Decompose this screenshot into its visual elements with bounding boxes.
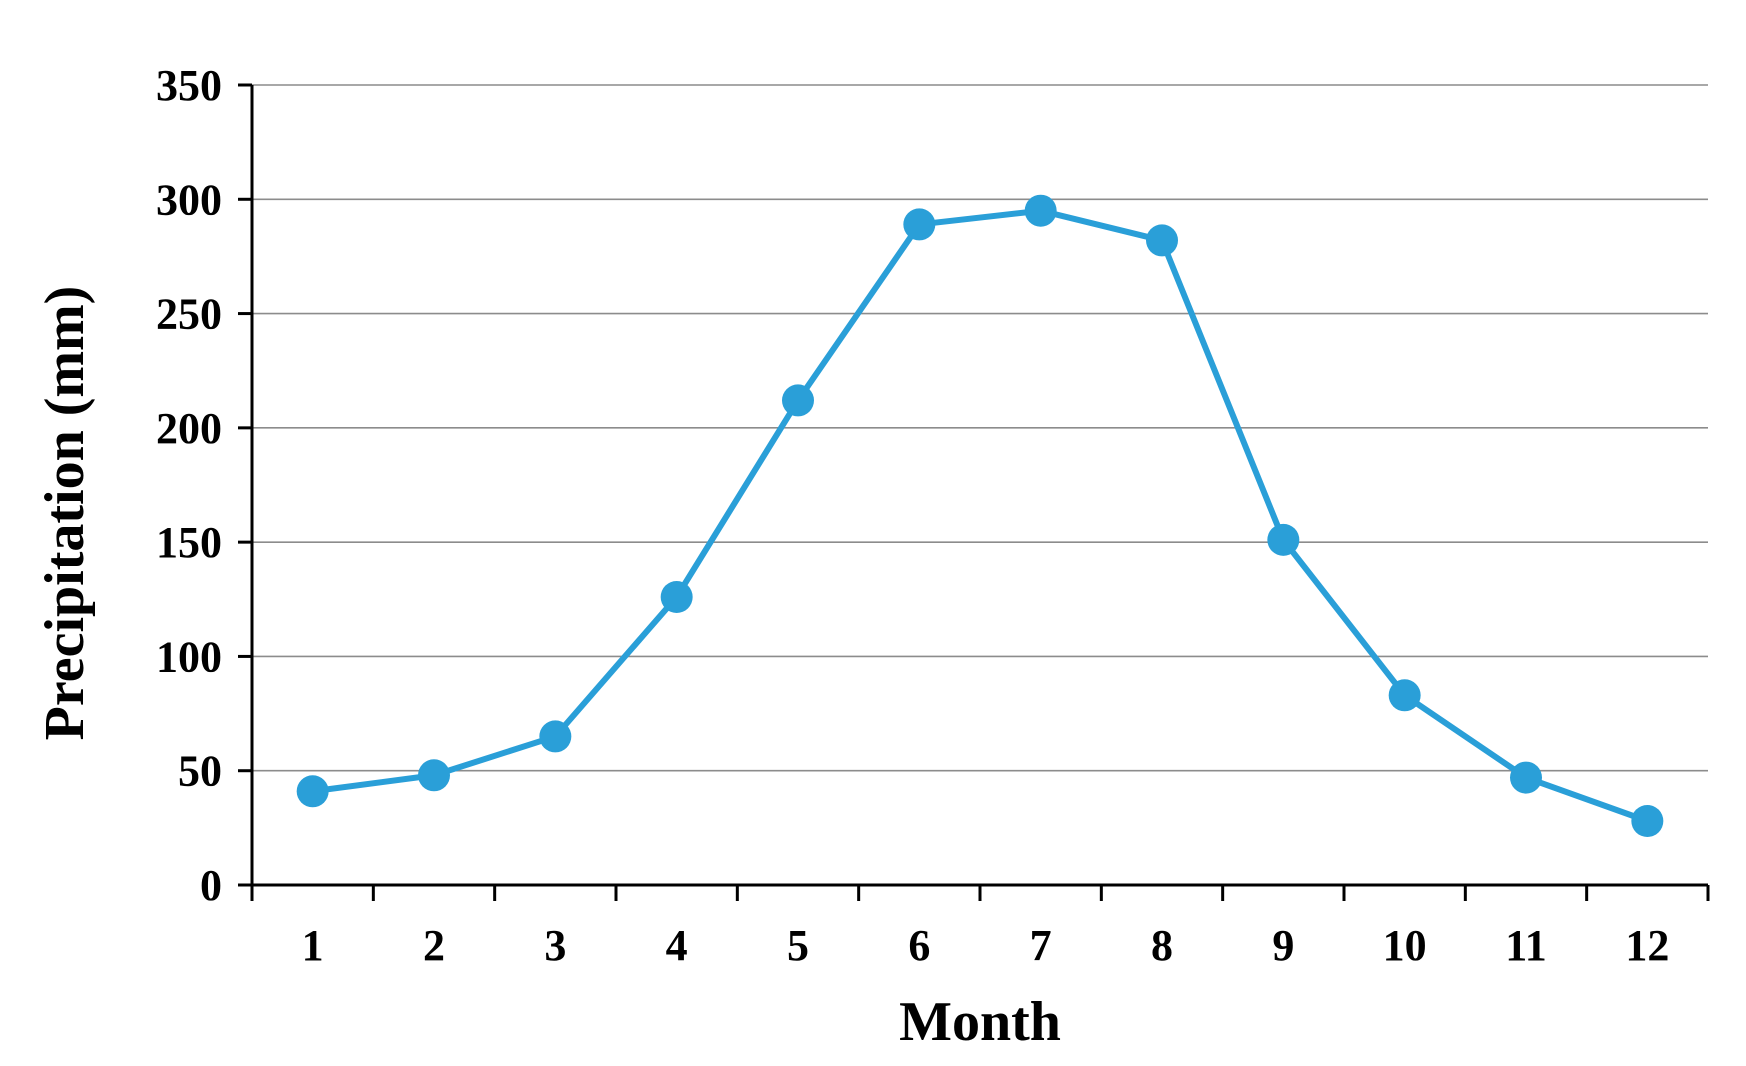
y-tick-label: 200 <box>156 404 222 453</box>
y-tick-label: 350 <box>156 61 222 110</box>
y-tick-label: 50 <box>178 747 222 796</box>
x-tick-label: 8 <box>1151 921 1173 970</box>
y-tick-label: 150 <box>156 518 222 567</box>
x-tick-label: 10 <box>1383 921 1427 970</box>
y-tick-label: 300 <box>156 175 222 224</box>
y-axis-title: Precipitation (mm) <box>34 286 96 741</box>
data-point <box>1146 224 1178 257</box>
x-axis-title: Month <box>899 991 1061 1053</box>
y-tick-label: 100 <box>156 632 222 681</box>
data-point <box>660 581 693 613</box>
y-tick-label: 250 <box>156 290 222 339</box>
y-axis-ticks: 0 50 100 150 200 250 300 350 <box>156 61 252 910</box>
data-point <box>296 775 329 808</box>
x-tick-label: 12 <box>1625 921 1669 970</box>
x-tick-label: 4 <box>666 921 688 970</box>
data-point <box>1267 523 1300 556</box>
data-point <box>903 208 936 241</box>
axes <box>238 85 1708 887</box>
gridlines <box>252 84 1708 772</box>
x-tick-label: 6 <box>908 921 930 970</box>
x-tick-label: 9 <box>1272 921 1294 970</box>
x-axis-ticks: 1 2 3 4 5 6 7 8 9 10 11 12 <box>250 885 1710 970</box>
series-line <box>312 207 1649 824</box>
x-tick-label: 7 <box>1030 921 1052 970</box>
series <box>296 194 1664 837</box>
data-point <box>1388 679 1421 712</box>
data-point <box>418 759 450 792</box>
data-point <box>1024 194 1057 227</box>
x-tick-label: 5 <box>787 921 809 970</box>
data-point <box>782 384 814 417</box>
data-point <box>1510 761 1542 794</box>
data-point <box>539 720 572 753</box>
x-tick-label: 3 <box>544 921 566 970</box>
x-tick-label: 1 <box>302 921 324 970</box>
y-tick-label: 0 <box>200 861 222 910</box>
x-tick-label: 2 <box>423 921 445 970</box>
x-tick-label: 11 <box>1505 921 1547 970</box>
data-point <box>1631 805 1664 837</box>
